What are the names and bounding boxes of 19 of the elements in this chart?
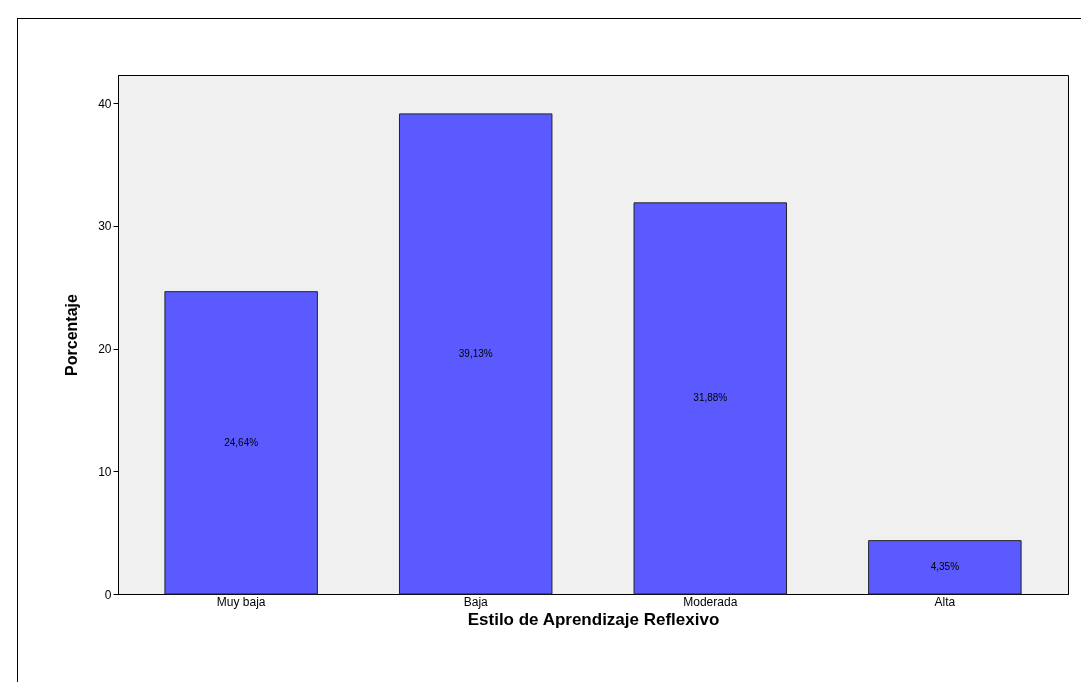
bar [633,202,788,595]
y-tick-label: 40 [98,96,112,111]
x-tick-label: Alta [934,594,956,609]
y-tick-label: 10 [98,464,112,479]
data-label: 39,13% [458,347,493,359]
y-tick-label: 30 [98,219,112,234]
bar [868,540,1022,595]
bar [398,113,553,595]
bar [164,291,318,595]
y-axis-title: Porcentaje [63,293,81,376]
data-label: 4,35% [930,561,960,573]
x-tick-label: Moderada [683,594,738,609]
data-label: 24,64% [224,436,259,448]
x-tick-label: Baja [463,594,489,609]
x-axis-title: Estilo de Aprendizaje Reflexivo [467,609,720,629]
x-tick-label: Muy baja [216,594,266,609]
data-label: 31,88% [693,392,728,404]
y-tick-label: 20 [98,342,112,357]
y-tick-label: 0 [104,587,112,602]
